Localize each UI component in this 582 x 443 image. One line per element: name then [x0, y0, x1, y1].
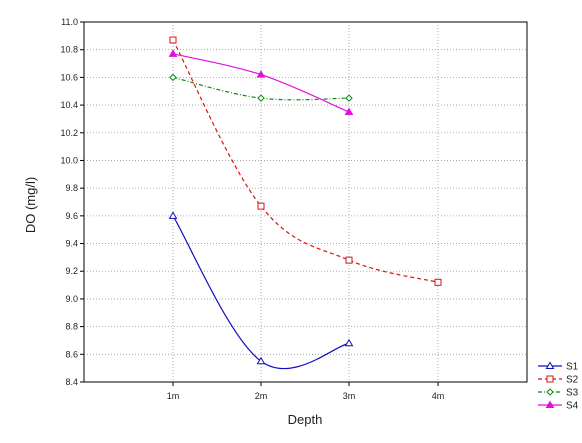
grid-lines — [84, 22, 527, 382]
data-point — [169, 73, 177, 82]
y-tick-label: 9.8 — [65, 183, 78, 193]
series-s1 — [168, 211, 354, 369]
y-axis-label: DO (mg/l) — [23, 177, 38, 233]
plot-area-frame — [83, 21, 528, 383]
legend-entry-s2: S2 — [538, 375, 579, 386]
y-tick-label: 9.4 — [65, 239, 78, 249]
legend-label: S1 — [566, 362, 579, 373]
x-tick-label: 1m — [167, 391, 180, 401]
y-tick-label: 10.8 — [60, 45, 78, 55]
legend-entry-s1: S1 — [538, 362, 579, 373]
legend: S1 S2 S3 S4 — [538, 362, 579, 412]
series-line-s1 — [172, 215, 350, 369]
legend-entry-s4: S4 — [538, 401, 579, 412]
y-tick-label: 10.2 — [60, 128, 78, 138]
data-point — [256, 70, 266, 78]
y-tick-label: 10.0 — [60, 155, 78, 165]
series-group — [168, 36, 442, 369]
legend-marker — [545, 400, 555, 408]
y-tick-label: 8.8 — [65, 322, 78, 332]
y-tick-label: 10.4 — [60, 100, 78, 110]
legend-marker — [546, 388, 554, 396]
y-tick-label: 9.0 — [65, 294, 78, 304]
y-tick-label: 10.6 — [60, 72, 78, 82]
legend-label: S3 — [566, 388, 579, 399]
series-line-s2 — [172, 39, 439, 283]
y-tick-label: 8.6 — [65, 349, 78, 359]
data-point — [344, 107, 354, 115]
series-s2 — [169, 36, 442, 286]
series-s3 — [169, 73, 353, 102]
legend-label: S4 — [566, 401, 579, 412]
x-axis-label: Depth — [288, 412, 323, 427]
data-point — [168, 49, 178, 57]
x-tick-label: 3m — [343, 391, 356, 401]
data-point — [345, 256, 353, 264]
data-point — [168, 211, 178, 219]
data-point — [256, 356, 266, 365]
data-point — [169, 36, 177, 44]
legend-label: S2 — [566, 375, 579, 386]
legend-marker — [545, 361, 555, 369]
x-tick-label: 4m — [432, 391, 445, 401]
x-axis-ticks: 1m 2m 3m 4m — [167, 382, 445, 401]
data-point — [344, 338, 354, 347]
y-tick-label: 11.0 — [61, 17, 78, 27]
x-tick-label: 2m — [255, 391, 268, 401]
y-tick-label: 8.4 — [65, 377, 78, 387]
data-point — [257, 94, 265, 102]
series-s4 — [168, 49, 354, 115]
data-point — [257, 202, 265, 210]
legend-marker — [546, 375, 554, 383]
data-point — [434, 278, 442, 286]
y-tick-label: 9.2 — [65, 266, 78, 276]
y-axis-ticks: 8.4 8.6 8.8 9.0 9.2 9.4 9.6 9.8 10.0 10.2 10.4 10.6… — [60, 17, 84, 387]
legend-entry-s3: S3 — [538, 388, 579, 399]
data-point — [345, 94, 353, 102]
y-tick-label: 9.6 — [65, 211, 78, 221]
